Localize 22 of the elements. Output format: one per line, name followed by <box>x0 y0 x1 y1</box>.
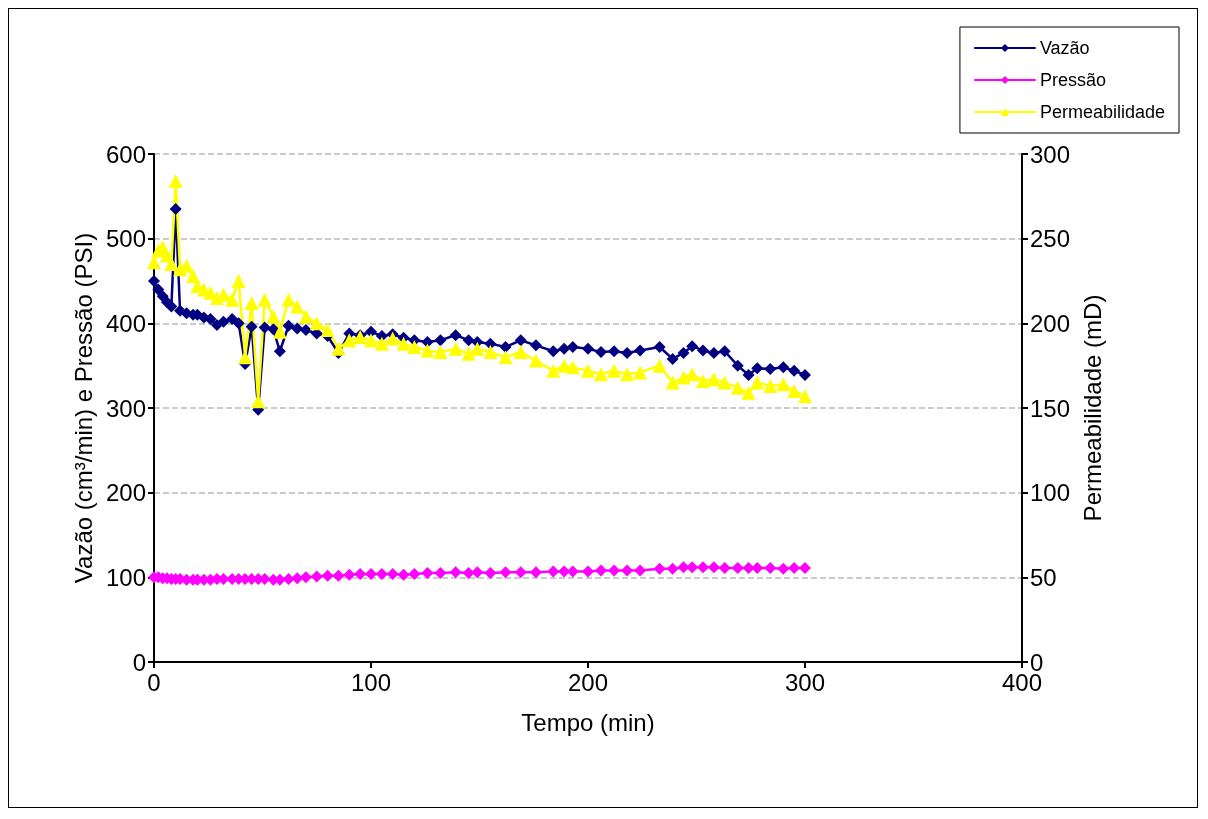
y-tick-label: 500 <box>105 225 146 253</box>
y-tick-label: 400 <box>105 309 146 337</box>
y-tick-label: 600 <box>105 140 146 168</box>
y2-tick-label: 50 <box>1030 563 1057 591</box>
legend-label: Vazão <box>1039 38 1090 58</box>
x-tick-label: 200 <box>567 668 609 696</box>
y-axis-title: Vazão (cm³/min) e Pressão (PSI) <box>69 232 97 584</box>
y-tick-label: 200 <box>105 479 146 507</box>
y2-tick-label: 100 <box>1030 479 1071 507</box>
y2-tick-label: 200 <box>1030 309 1071 337</box>
x-tick-label: 100 <box>350 668 392 696</box>
legend-label: Pressão <box>1039 70 1106 90</box>
y2-axis-title: Permeabilidade (mD) <box>1079 294 1107 522</box>
y-tick-label: 0 <box>132 648 146 676</box>
x-tick-label: 300 <box>784 668 826 696</box>
legend-label: Permeabilidade <box>1039 102 1165 122</box>
y2-tick-label: 250 <box>1030 225 1071 253</box>
y-tick-label: 300 <box>105 394 146 422</box>
x-axis-title: Tempo (min) <box>521 708 655 736</box>
y2-tick-label: 150 <box>1030 394 1071 422</box>
y2-tick-label: 300 <box>1030 140 1071 168</box>
y-tick-label: 100 <box>105 563 146 591</box>
